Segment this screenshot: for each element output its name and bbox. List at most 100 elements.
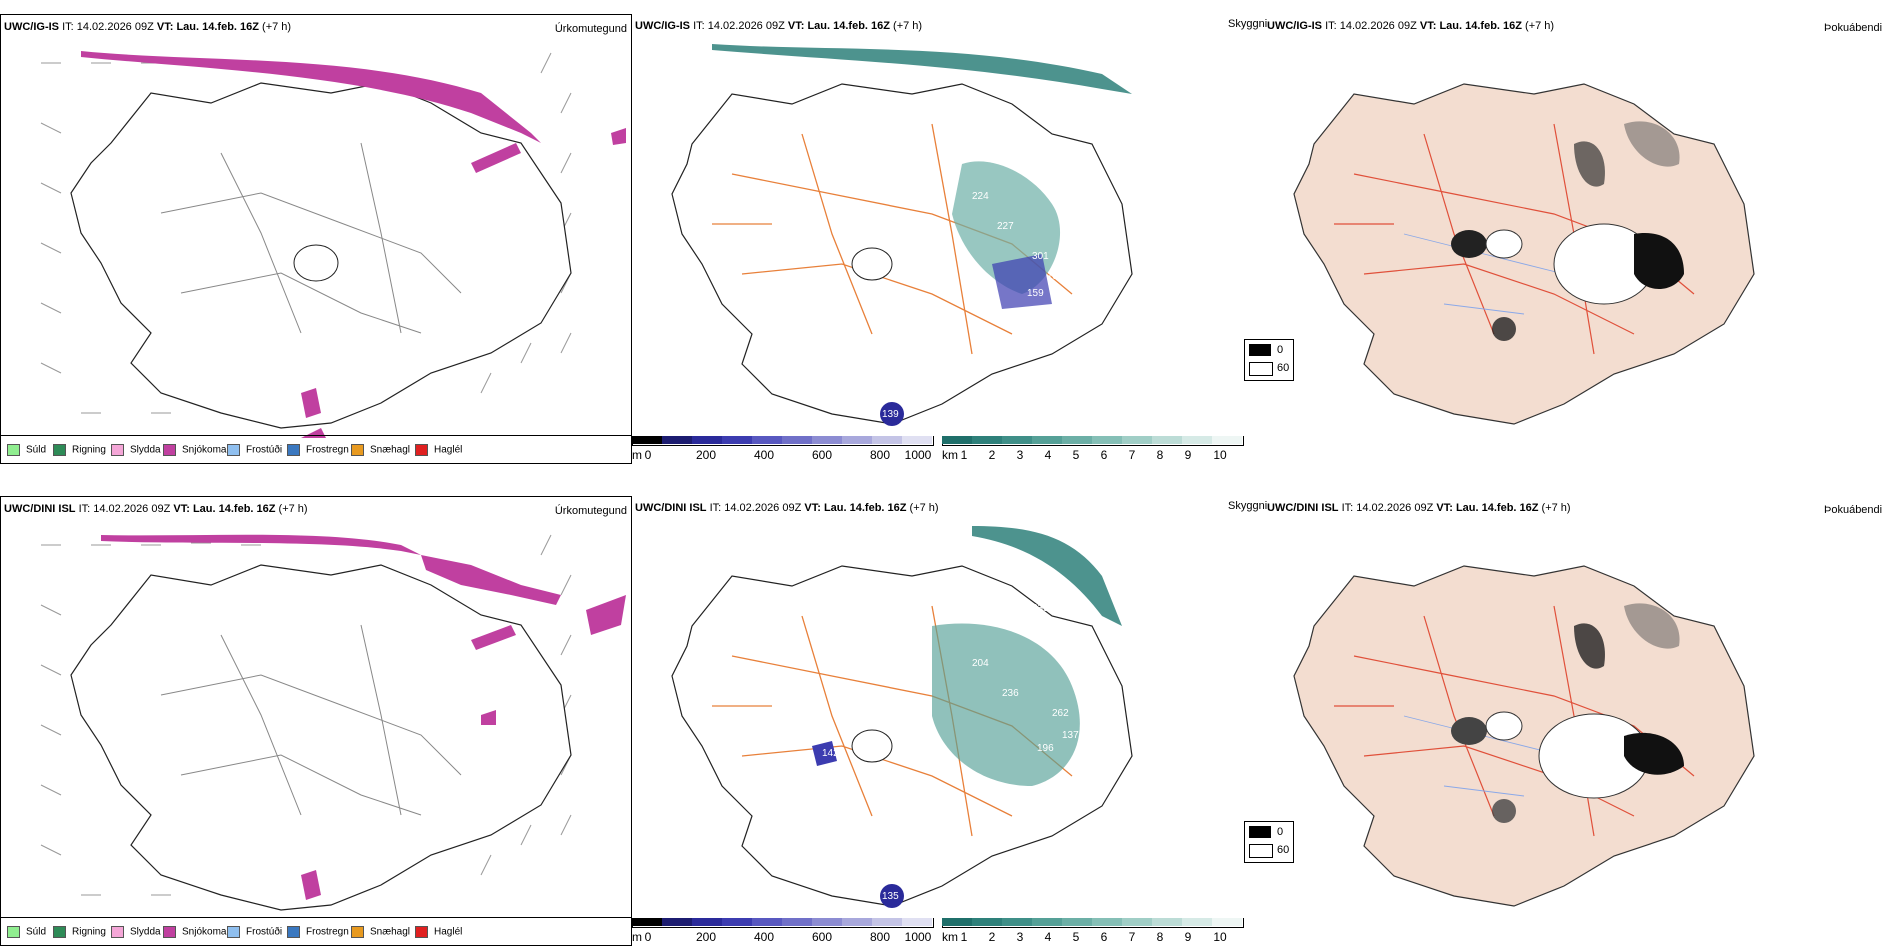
cloud-label: 301 — [1032, 251, 1049, 262]
ceiling-scale-bar: m 0 200 400 600 800 1000 — [632, 918, 934, 944]
precip-title: Úrkomutegund — [554, 23, 627, 35]
scale-tick: 400 — [753, 448, 775, 462]
scale-tick: 8 — [1156, 930, 1164, 944]
visibility-scale-bar: km 1 2 3 4 5 6 7 8 9 10 — [942, 436, 1244, 462]
scale-tick: 400 — [753, 930, 775, 944]
scale-tick: 0 — [644, 930, 652, 944]
scale-tick: 4 — [1044, 930, 1052, 944]
cloud-panel-bottom: UWC/DINI ISL IT: 14.02.2026 09Z VT: Lau.… — [632, 496, 1267, 944]
legend-item: Snjókoma — [163, 444, 226, 456]
scale-tick: 600 — [811, 930, 833, 944]
scale-tick: 5 — [1072, 448, 1080, 462]
legend-item: Rigning — [53, 444, 106, 456]
legend-item: Snæhagl — [351, 444, 410, 456]
legend-item: Rigning — [53, 926, 106, 938]
scale-tick: 8 — [1156, 448, 1164, 462]
panel-header: UWC/DINI ISL IT: 14.02.2026 09Z VT: Lau.… — [635, 502, 939, 514]
cloud-label: 159 — [1027, 288, 1044, 299]
panel-header: UWC/DINI ISL IT: 14.02.2026 09Z VT: Lau.… — [4, 503, 308, 515]
legend-item: Súld — [7, 444, 46, 456]
ceiling-scale-bar: m 0 200 400 600 800 1000 — [632, 436, 934, 462]
fog-panel-bottom: UWC/DINI ISL IT: 14.02.2026 09Z VT: Lau.… — [1244, 496, 1900, 944]
scale-tick: 800 — [869, 930, 891, 944]
scale-tick: 6 — [1100, 448, 1108, 462]
cloud-label: 306 — [1062, 628, 1079, 639]
cloud-label: 262 — [1052, 708, 1069, 719]
scale-unit: m — [632, 930, 642, 944]
scale-tick: 2 — [988, 448, 996, 462]
scale-tick: 800 — [869, 448, 891, 462]
panel-header: UWC/IG-IS IT: 14.02.2026 09Z VT: Lau. 14… — [635, 20, 923, 32]
scale-tick: 1000 — [904, 448, 932, 462]
scale-tick: 6 — [1100, 930, 1108, 944]
cloud-label: 135 — [882, 891, 899, 902]
cloud-label: 204 — [972, 658, 989, 669]
fog-map — [1293, 83, 1755, 425]
cloud-label: 153 — [1047, 271, 1064, 282]
scale-tick: 5 — [1072, 930, 1080, 944]
scale-tick: 600 — [811, 448, 833, 462]
cloud-label: 227 — [997, 221, 1014, 232]
legend-item: Frostúði — [227, 444, 282, 456]
scale-tick: 3 — [1016, 930, 1024, 944]
cloud-label: 56 — [1072, 141, 1084, 152]
cloud-map: 56 224 227 301 153 159 139 — [671, 44, 1133, 426]
legend-item: Slydda — [111, 926, 161, 938]
legend-item: Snæhagl — [351, 926, 410, 938]
precip-map — [40, 534, 626, 911]
scale-tick: 0 — [644, 448, 652, 462]
scale-tick: 7 — [1128, 448, 1136, 462]
scale-unit: m — [632, 448, 642, 462]
legend-item: Súld — [7, 926, 46, 938]
fog-legend: 0 60 — [1244, 821, 1294, 863]
scale-tick: 3 — [1016, 448, 1024, 462]
legend-item: Frostregn — [287, 444, 349, 456]
panel-header: UWC/IG-IS IT: 14.02.2026 09Z VT: Lau. 14… — [4, 21, 292, 33]
scale-tick: 10 — [1213, 448, 1227, 462]
scale-tick: 200 — [695, 930, 717, 944]
scale-tick: 2 — [988, 930, 996, 944]
legend-item: Slydda — [111, 444, 161, 456]
fog-map — [1293, 565, 1755, 907]
scale-tick: 9 — [1184, 930, 1192, 944]
cloud-panel-top: UWC/IG-IS IT: 14.02.2026 09Z VT: Lau. 14… — [632, 14, 1267, 462]
scale-tick: 1 — [960, 448, 968, 462]
scale-tick: 200 — [695, 448, 717, 462]
precip-legend: Súld Rigning Slydda Snjókoma Frostúði Fr… — [1, 917, 631, 944]
legend-item: Frostregn — [287, 926, 349, 938]
panel-header: UWC/IG-IS IT: 14.02.2026 09Z VT: Lau. 14… — [1267, 20, 1555, 32]
cloud-title: Skyggni — [1228, 500, 1268, 512]
scale-tick: 4 — [1044, 448, 1052, 462]
cloud-label: 137 — [1062, 730, 1079, 741]
scale-tick: 1 — [960, 930, 968, 944]
cloud-label: 196 — [1037, 743, 1054, 754]
legend-item: Haglél — [415, 444, 462, 456]
precip-panel-top: UWC/IG-IS IT: 14.02.2026 09Z VT: Lau. 14… — [0, 14, 632, 464]
cloud-label: 142 — [822, 748, 839, 759]
precip-legend: Súld Rigning Slydda Snjókoma Frostúði Fr… — [1, 435, 631, 462]
scale-unit: km — [942, 448, 958, 462]
precip-panel-bottom: UWC/DINI ISL IT: 14.02.2026 09Z VT: Lau.… — [0, 496, 632, 946]
fog-title: Þokuábendi — [1824, 22, 1883, 34]
fog-legend: 0 60 — [1244, 339, 1294, 381]
scale-unit: km — [942, 930, 958, 944]
cloud-label: 224 — [972, 191, 989, 202]
scale-tick: 10 — [1213, 930, 1227, 944]
fog-panel-top: UWC/IG-IS IT: 14.02.2026 09Z VT: Lau. 14… — [1244, 14, 1900, 462]
cloud-label: 335 — [1032, 603, 1049, 614]
cloud-title: Skyggni — [1228, 18, 1268, 30]
scale-tick: 7 — [1128, 930, 1136, 944]
precip-title: Úrkomutegund — [554, 505, 627, 517]
cloud-map: 335 306 204 236 262 137 196 142 135 — [671, 526, 1133, 908]
fog-title: Þokuábendi — [1824, 504, 1883, 516]
scale-tick: 1000 — [904, 930, 932, 944]
panel-header: UWC/DINI ISL IT: 14.02.2026 09Z VT: Lau.… — [1267, 502, 1571, 514]
cloud-label: 236 — [1002, 688, 1019, 699]
visibility-scale-bar: km 1 2 3 4 5 6 7 8 9 10 — [942, 918, 1244, 944]
cloud-label: 139 — [882, 409, 899, 420]
scale-tick: 9 — [1184, 448, 1192, 462]
legend-item: Haglél — [415, 926, 462, 938]
precip-map — [40, 51, 626, 438]
legend-item: Snjókoma — [163, 926, 226, 938]
legend-item: Frostúði — [227, 926, 282, 938]
